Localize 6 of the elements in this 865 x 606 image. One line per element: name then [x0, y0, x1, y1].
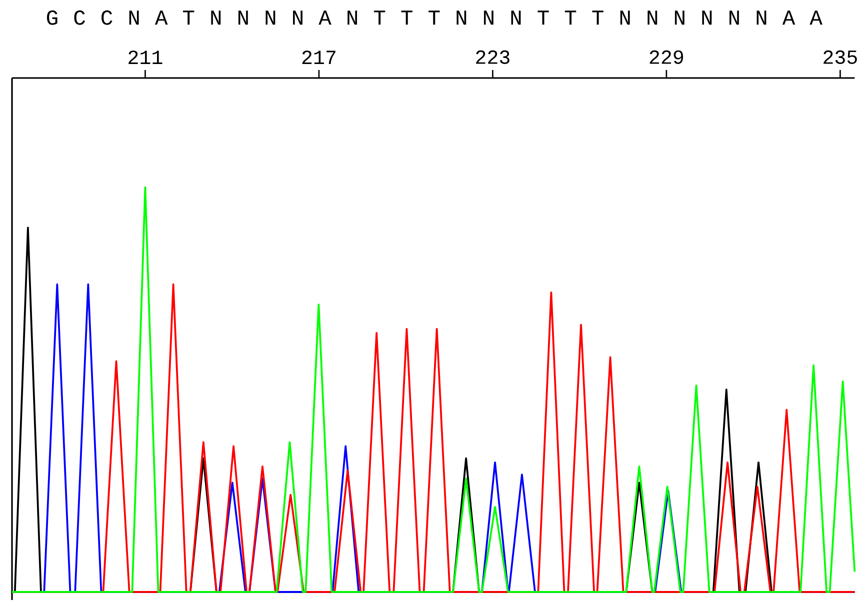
x-tick-label: 229 [650, 50, 684, 64]
x-tick-label: 211 [128, 50, 162, 64]
text: G C C N A T N N N N A N T T T N N N T T T N N N N N N A A [46, 10, 822, 25]
x-tick-label: 217 [302, 50, 336, 64]
x-tick-label: 223 [476, 50, 510, 64]
x-tick-label: 235 [824, 50, 857, 64]
